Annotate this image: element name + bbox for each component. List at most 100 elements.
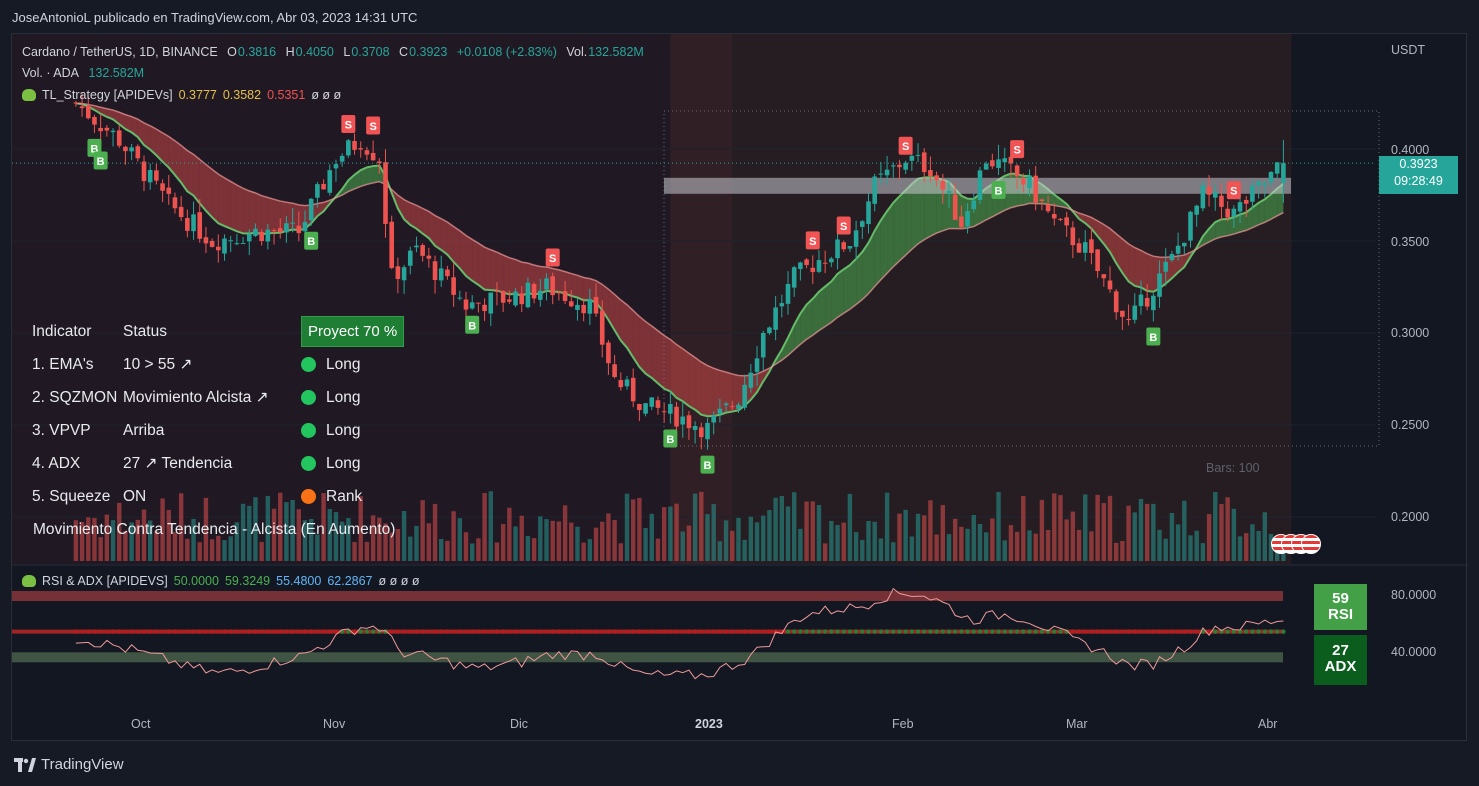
adx-dot <box>389 629 394 634</box>
ema-ribbon-segment <box>565 271 572 296</box>
volume-bar <box>934 534 939 561</box>
adx-dot <box>897 629 902 634</box>
volume-bar <box>166 509 171 561</box>
adx-dot <box>723 629 729 634</box>
volume-bar <box>209 539 215 561</box>
indicator-table-header: Indicator Status Proyect 70 % <box>22 315 420 348</box>
symbol-name[interactable]: Cardano / TetherUS, 1D, BINANCE <box>22 45 218 59</box>
candle-body <box>767 327 772 334</box>
volume-bar <box>624 493 630 561</box>
adx-dot <box>172 629 178 634</box>
ema-ribbon-segment <box>645 321 652 378</box>
candle-body <box>1231 208 1237 217</box>
ema-ribbon-segment <box>1134 247 1141 288</box>
rsi-name[interactable]: RSI & ADX [APIDEVS] <box>42 574 168 588</box>
candle-body <box>407 250 413 266</box>
adx-dot <box>1095 629 1100 634</box>
ema-ribbon-segment <box>168 136 175 175</box>
candle-body <box>798 262 803 269</box>
adx-dot <box>284 629 289 634</box>
candle-body <box>234 243 240 245</box>
adx-dot <box>73 629 79 634</box>
candle-body <box>550 276 555 296</box>
ema-ribbon-segment <box>670 339 677 398</box>
adx-badge: 27 ADX <box>1314 635 1367 685</box>
candle-body <box>544 278 549 290</box>
ema-ribbon-segment <box>719 370 727 415</box>
tradingview-logo[interactable]: TradingView <box>14 756 124 773</box>
volume-bar <box>853 532 859 561</box>
adx-dot <box>308 629 314 634</box>
adx-dot <box>178 629 184 634</box>
volume-bar <box>1244 533 1249 561</box>
volume-bar <box>1194 530 1199 561</box>
candle-body <box>711 415 716 423</box>
candle-body <box>160 183 165 191</box>
candle-body <box>959 216 964 228</box>
zone-shade <box>670 34 1292 564</box>
candle-body <box>946 190 952 194</box>
adx-dot <box>290 629 295 634</box>
volume-bar <box>562 505 568 561</box>
adx-dot <box>1070 629 1076 634</box>
candle-body <box>154 170 159 181</box>
candle-body <box>643 403 648 414</box>
candle-body <box>1132 305 1138 320</box>
adx-dot <box>569 629 574 634</box>
candle-body <box>1082 242 1088 253</box>
adx-dot <box>1027 629 1032 634</box>
ema-ribbon-segment <box>255 192 262 235</box>
volume-bar <box>649 513 654 561</box>
adx-dot <box>891 629 896 634</box>
us-flag-icon[interactable] <box>1301 534 1321 554</box>
ema-ribbon-segment <box>818 286 826 331</box>
economic-events[interactable] <box>1271 534 1321 554</box>
volume-bar <box>79 521 85 561</box>
volume-bar <box>630 499 636 561</box>
volume-bar <box>333 512 339 561</box>
ema-ribbon-segment <box>856 251 863 305</box>
candle-body <box>271 230 277 232</box>
adx-dot <box>909 629 915 634</box>
adx-dot <box>934 629 939 634</box>
trend-summary: Movimiento Contra Tendencia - Alcista (E… <box>33 521 396 538</box>
candle-body <box>197 212 203 239</box>
ema-ribbon-segment <box>150 125 157 156</box>
volume-bar <box>178 493 184 561</box>
volume-legend-label[interactable]: Vol. · ADA <box>22 66 79 80</box>
adx-dot <box>562 629 568 634</box>
volume-bar <box>1250 524 1255 561</box>
adx-dot <box>531 629 537 634</box>
buy-signal-label: B <box>995 186 1003 198</box>
strategy-name[interactable]: TL_Strategy [APIDEVs] <box>42 88 173 102</box>
ema-ribbon-segment <box>887 202 894 274</box>
volume-bar <box>606 513 611 561</box>
candle-body <box>785 283 791 304</box>
candle-body <box>556 292 562 294</box>
ema-ribbon-segment <box>1202 228 1210 246</box>
candle-body <box>296 225 302 234</box>
adx-dot <box>742 629 747 634</box>
adx-dot <box>463 629 469 634</box>
x-tick: Oct <box>131 717 151 731</box>
volume-bar <box>1175 524 1181 561</box>
adx-dot <box>1213 629 1218 634</box>
low-label: L <box>343 45 351 59</box>
candle-body <box>637 403 642 411</box>
volume-bar <box>383 523 388 561</box>
ema-ribbon-segment <box>893 196 900 267</box>
candle-body <box>1182 242 1187 247</box>
ema-ribbon-segment <box>125 114 132 133</box>
ema-ribbon-segment <box>620 300 627 348</box>
volume-bar <box>699 491 704 561</box>
indicator-row: 3. VPVP Arriba Long <box>22 414 420 447</box>
candle-body <box>1051 213 1057 219</box>
sell-signal <box>1010 140 1025 159</box>
candle-body <box>599 310 605 345</box>
volume-bar <box>457 518 463 561</box>
volume-bar <box>1033 533 1038 561</box>
candle-body <box>841 242 847 250</box>
volume-bar <box>1058 495 1063 561</box>
